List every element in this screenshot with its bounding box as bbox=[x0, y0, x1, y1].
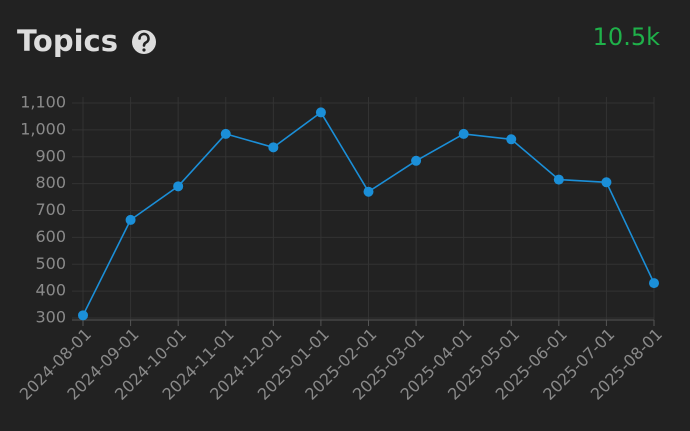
y-tick-label: 500 bbox=[35, 254, 66, 273]
y-tick-label: 1,000 bbox=[20, 119, 66, 138]
point bbox=[649, 278, 659, 289]
y-tick-label: 900 bbox=[35, 146, 66, 165]
point bbox=[506, 134, 517, 145]
point bbox=[220, 128, 231, 139]
chart-title: Topics bbox=[17, 24, 118, 58]
help-icon[interactable] bbox=[132, 30, 156, 54]
y-tick-label: 800 bbox=[35, 173, 66, 192]
y-tick-label: 1,100 bbox=[20, 93, 66, 112]
point bbox=[125, 214, 136, 225]
point bbox=[268, 142, 279, 153]
total-count: 10.5k bbox=[593, 23, 660, 51]
point bbox=[173, 181, 184, 192]
y-tick-label: 700 bbox=[35, 200, 66, 219]
point bbox=[363, 186, 374, 197]
y-tick-label: 300 bbox=[35, 308, 66, 327]
point bbox=[458, 128, 469, 139]
point bbox=[601, 177, 612, 188]
y-tick-label: 400 bbox=[35, 281, 66, 300]
point bbox=[315, 107, 326, 118]
y-tick-label: 600 bbox=[35, 227, 66, 246]
point bbox=[411, 155, 422, 166]
point bbox=[553, 174, 564, 185]
point bbox=[78, 310, 88, 321]
